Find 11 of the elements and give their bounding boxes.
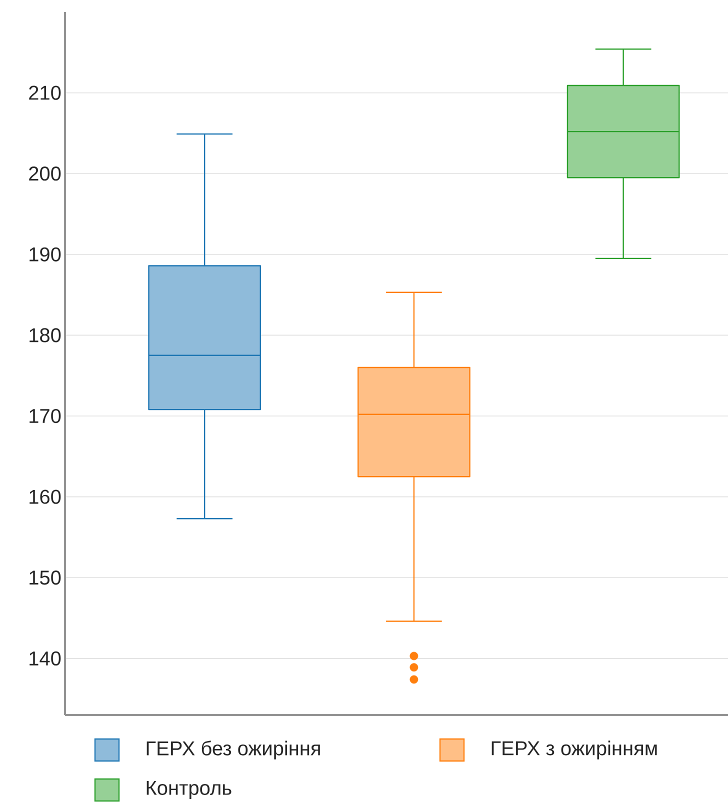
y-tick-label: 190 bbox=[30, 247, 61, 262]
y-tick-label: 160 bbox=[30, 490, 61, 504]
legend-label: ГЕРХ з ожирінням bbox=[492, 740, 657, 760]
y-tick-label: 210 bbox=[29, 86, 61, 100]
y-tick-label: 150 bbox=[30, 570, 61, 585]
y-tick-label: 180 bbox=[30, 328, 61, 342]
y-tick-label: 200 bbox=[29, 166, 61, 181]
legend-label: ГЕРХ без ожиріння bbox=[146, 740, 320, 760]
legend-label: Контроль bbox=[146, 781, 232, 799]
y-tick-label: 170 bbox=[30, 408, 61, 424]
y-tick-label: 140 bbox=[30, 651, 61, 666]
